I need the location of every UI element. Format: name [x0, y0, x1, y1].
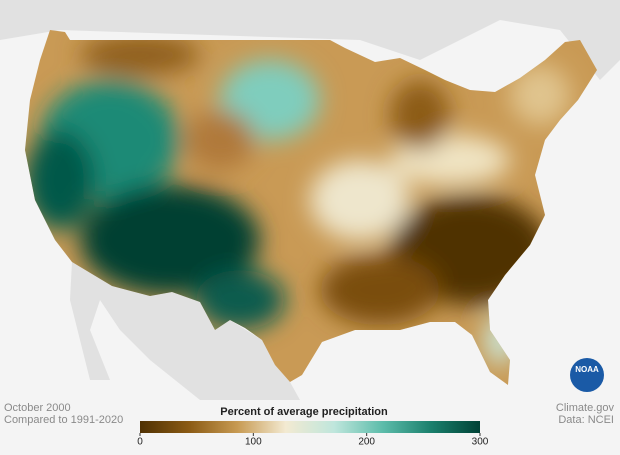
legend-tick-label: 0	[137, 437, 143, 448]
canada	[0, 0, 620, 80]
caption-date: October 2000	[4, 402, 71, 414]
logo-text: NOAA	[575, 365, 599, 374]
caption-baseline: Compared to 1991-2020	[4, 414, 123, 426]
logo	[570, 358, 604, 392]
color-bar	[140, 421, 480, 433]
mexico	[70, 262, 300, 400]
legend-tick-label: 100	[245, 437, 262, 448]
legend-title: Percent of average precipitation	[220, 406, 388, 418]
legend-tick-label: 300	[472, 437, 489, 448]
caption-source: Climate.gov	[556, 402, 615, 414]
caption-data: Data: NCEI	[558, 414, 614, 426]
legend-tick-label: 200	[358, 437, 375, 448]
